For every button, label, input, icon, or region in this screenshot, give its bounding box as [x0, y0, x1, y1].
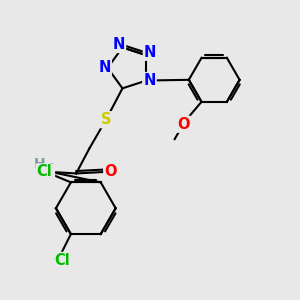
Text: O: O: [104, 164, 117, 179]
Text: N: N: [113, 37, 125, 52]
Text: Cl: Cl: [37, 164, 52, 179]
Text: N: N: [42, 163, 54, 178]
Text: S: S: [101, 112, 111, 127]
Text: Cl: Cl: [54, 253, 70, 268]
Text: O: O: [177, 117, 190, 132]
Text: N: N: [143, 73, 156, 88]
Text: H: H: [34, 157, 45, 171]
Text: N: N: [98, 60, 111, 75]
Text: N: N: [144, 45, 156, 60]
